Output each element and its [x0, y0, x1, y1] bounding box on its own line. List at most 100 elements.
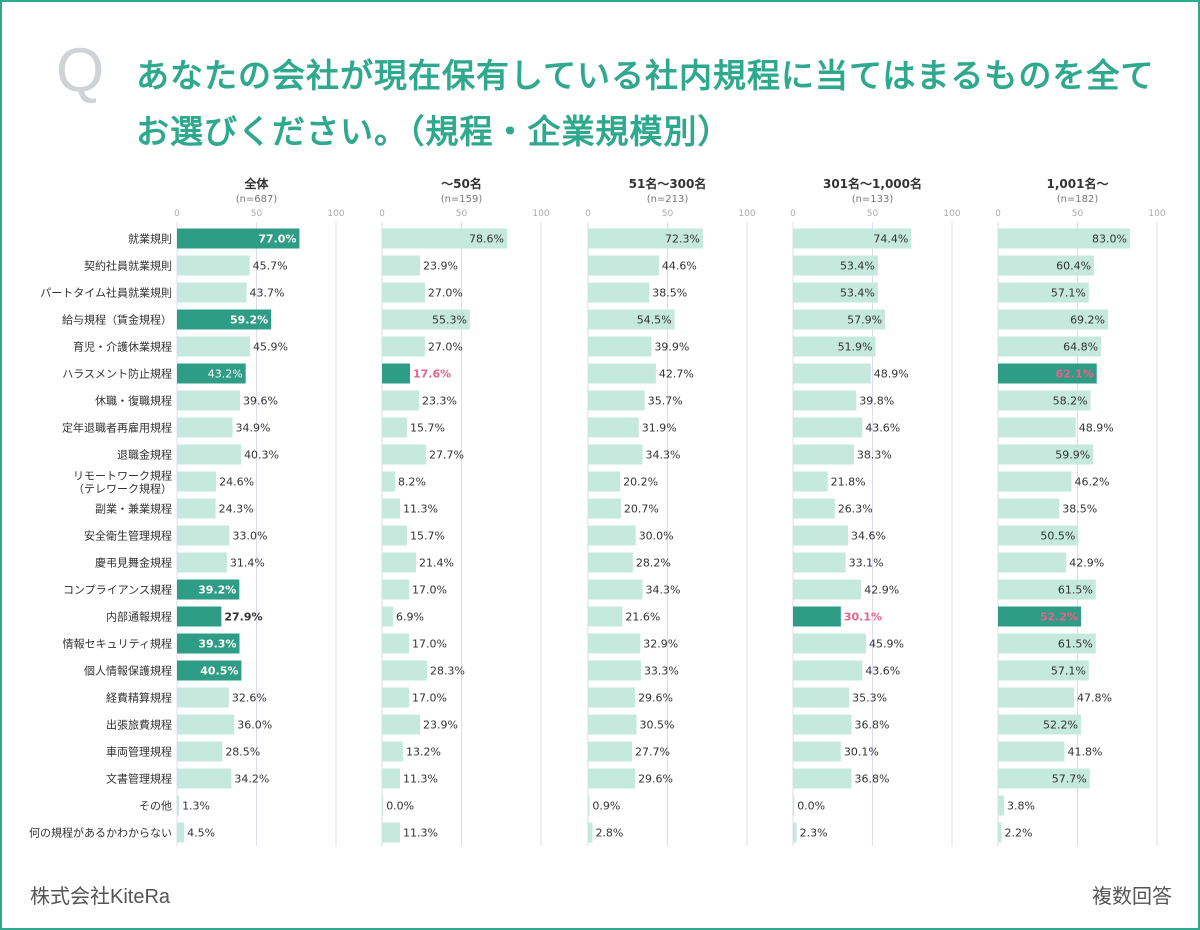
data-label: 35.3% — [852, 692, 887, 705]
bar — [588, 390, 645, 411]
bar — [793, 255, 878, 276]
data-label: 28.5% — [225, 746, 260, 759]
bar — [177, 822, 185, 843]
bar — [998, 687, 1075, 708]
bar — [177, 525, 230, 546]
category-label: 安全衛生管理規程 — [84, 529, 172, 543]
bar — [588, 471, 621, 492]
bar — [998, 768, 1090, 789]
data-label: 6.9% — [396, 611, 424, 624]
data-label: 32.6% — [232, 692, 267, 705]
bar — [382, 363, 410, 384]
data-label: 47.8% — [1077, 692, 1112, 705]
bar — [793, 687, 850, 708]
bar — [382, 552, 417, 573]
category-sublabel: （テレワーク規程） — [73, 482, 172, 496]
axis-tick-label: 50 — [456, 209, 468, 219]
bar — [177, 255, 250, 276]
data-label: 36.0% — [237, 719, 272, 732]
data-label: 11.3% — [403, 503, 438, 516]
bar — [588, 822, 593, 843]
data-label: 2.3% — [800, 827, 828, 840]
category-label: 内部通報規程 — [106, 610, 172, 624]
bar — [793, 633, 866, 654]
axis-tick-label: 50 — [867, 209, 879, 219]
data-label: 29.6% — [638, 692, 673, 705]
data-label: 4.5% — [187, 827, 215, 840]
bar — [177, 768, 232, 789]
data-label: 30.5% — [639, 719, 674, 732]
bar — [793, 498, 835, 519]
data-label: 33.3% — [644, 665, 679, 678]
category-label: 経費精算規程 — [106, 691, 172, 705]
data-label: 32.9% — [643, 638, 678, 651]
data-label: 29.6% — [638, 773, 673, 786]
series-title: 301名〜1,000名 — [823, 176, 922, 191]
data-label: 77.0% — [258, 233, 296, 246]
data-label: 59.2% — [230, 314, 268, 327]
bar — [998, 579, 1096, 600]
bar — [382, 768, 400, 789]
data-label: 2.8% — [595, 827, 623, 840]
bar — [793, 714, 852, 735]
bar — [177, 741, 223, 762]
data-label: 30.1% — [844, 611, 882, 624]
bar — [793, 471, 828, 492]
bar — [793, 525, 849, 546]
data-label: 51.9% — [838, 341, 873, 354]
data-label: 36.8% — [855, 773, 890, 786]
category-label: 車両管理規程 — [106, 745, 172, 759]
data-label: 15.7% — [410, 422, 445, 435]
bar — [998, 606, 1081, 627]
data-label: 34.9% — [235, 422, 270, 435]
bar — [382, 822, 400, 843]
bar — [588, 768, 636, 789]
data-label: 53.4% — [840, 287, 875, 300]
data-label: 42.9% — [864, 584, 899, 597]
axis-tick-label: 100 — [943, 209, 960, 219]
data-label: 28.2% — [636, 557, 671, 570]
data-label: 72.3% — [665, 233, 700, 246]
series-sample-size: (n=133) — [852, 194, 894, 205]
data-label: 44.6% — [662, 260, 697, 273]
data-label: 52.2% — [1043, 719, 1078, 732]
data-label: 52.2% — [1040, 611, 1078, 624]
data-label: 20.7% — [624, 503, 659, 516]
bar — [588, 444, 643, 465]
category-label: 退職金規程 — [117, 448, 172, 462]
bar — [177, 687, 229, 708]
bar — [177, 390, 240, 411]
data-label: 61.5% — [1058, 584, 1093, 597]
category-label: 文書管理規程 — [106, 772, 172, 786]
data-label: 43.2% — [208, 368, 243, 381]
data-label: 83.0% — [1092, 233, 1127, 246]
bar — [998, 417, 1076, 438]
data-label: 57.9% — [847, 314, 882, 327]
bar — [998, 660, 1089, 681]
bar — [588, 606, 623, 627]
bar — [177, 309, 272, 330]
data-label: 39.3% — [198, 638, 236, 651]
bar — [382, 633, 410, 654]
bar — [793, 552, 846, 573]
bar — [177, 444, 242, 465]
bar — [382, 498, 400, 519]
bar — [588, 525, 636, 546]
data-label: 45.7% — [253, 260, 288, 273]
bar — [588, 363, 656, 384]
data-label: 45.9% — [253, 341, 288, 354]
data-label: 78.6% — [469, 233, 504, 246]
bar — [382, 471, 396, 492]
series-title: 51名〜300名 — [629, 176, 707, 191]
axis-tick-label: 100 — [738, 209, 755, 219]
bar — [177, 498, 216, 519]
category-label: 出張旅費規程 — [106, 718, 172, 732]
bar — [588, 255, 659, 276]
series-sample-size: (n=213) — [647, 194, 689, 205]
data-label: 55.3% — [432, 314, 467, 327]
data-label: 57.7% — [1052, 773, 1087, 786]
bar — [793, 228, 912, 249]
bar — [793, 660, 863, 681]
data-label: 57.1% — [1051, 287, 1086, 300]
